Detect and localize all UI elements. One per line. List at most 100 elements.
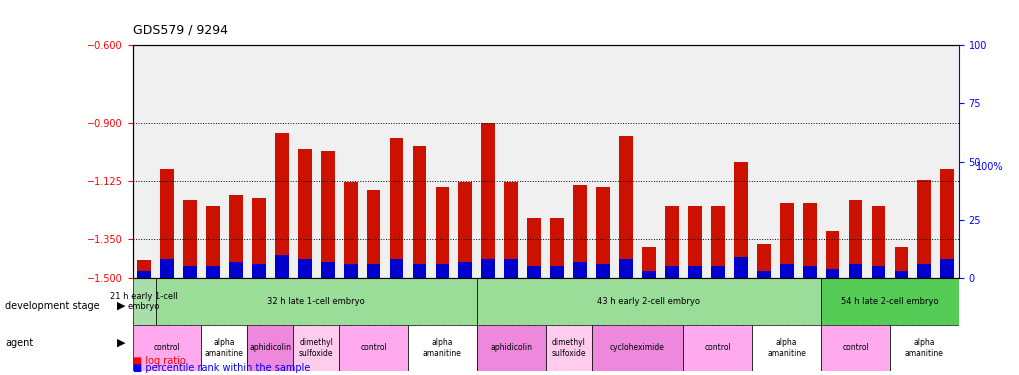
Bar bbox=[320, 262, 334, 278]
Bar bbox=[206, 206, 220, 278]
Bar bbox=[756, 244, 769, 278]
FancyBboxPatch shape bbox=[683, 325, 751, 371]
Bar bbox=[138, 271, 151, 278]
Bar bbox=[228, 262, 243, 278]
Bar bbox=[825, 269, 839, 278]
Text: GDS579 / 9294: GDS579 / 9294 bbox=[132, 24, 227, 37]
Bar bbox=[825, 231, 839, 278]
Bar bbox=[917, 180, 930, 278]
Bar bbox=[228, 195, 243, 278]
Bar bbox=[367, 190, 380, 278]
Text: alpha
amanitine: alpha amanitine bbox=[766, 338, 805, 358]
Text: control: control bbox=[842, 344, 868, 352]
FancyBboxPatch shape bbox=[477, 278, 820, 325]
Bar bbox=[320, 151, 334, 278]
Text: cycloheximide: cycloheximide bbox=[609, 344, 664, 352]
Y-axis label: 100%: 100% bbox=[975, 162, 1003, 171]
Bar bbox=[894, 247, 907, 278]
Bar bbox=[734, 257, 747, 278]
Bar bbox=[870, 266, 884, 278]
Bar bbox=[298, 148, 311, 278]
Text: dimethyl
sulfoxide: dimethyl sulfoxide bbox=[299, 338, 333, 358]
Bar bbox=[252, 198, 265, 278]
Bar bbox=[779, 203, 793, 278]
Bar bbox=[550, 266, 564, 278]
Bar bbox=[848, 264, 861, 278]
Bar bbox=[710, 206, 723, 278]
Bar bbox=[664, 266, 678, 278]
Bar bbox=[481, 260, 495, 278]
Bar bbox=[435, 188, 448, 278]
Bar bbox=[412, 146, 426, 278]
Text: alpha
amanitine: alpha amanitine bbox=[205, 338, 244, 358]
Bar bbox=[206, 266, 220, 278]
FancyBboxPatch shape bbox=[132, 325, 202, 371]
Bar bbox=[642, 271, 655, 278]
Bar bbox=[343, 264, 357, 278]
Bar bbox=[802, 266, 815, 278]
FancyBboxPatch shape bbox=[202, 325, 248, 371]
Bar bbox=[160, 169, 174, 278]
Bar bbox=[642, 247, 655, 278]
FancyBboxPatch shape bbox=[132, 278, 156, 325]
Bar bbox=[138, 260, 151, 278]
Bar bbox=[527, 219, 540, 278]
Text: ▶: ▶ bbox=[117, 338, 125, 348]
Bar bbox=[756, 271, 769, 278]
Bar bbox=[619, 136, 632, 278]
FancyBboxPatch shape bbox=[156, 278, 477, 325]
Bar bbox=[252, 264, 265, 278]
Text: ■ percentile rank within the sample: ■ percentile rank within the sample bbox=[132, 363, 310, 373]
Text: alpha
amanitine: alpha amanitine bbox=[423, 338, 462, 358]
FancyBboxPatch shape bbox=[591, 325, 683, 371]
Text: agent: agent bbox=[5, 338, 34, 348]
Bar bbox=[573, 262, 586, 278]
Bar bbox=[458, 262, 472, 278]
Bar bbox=[183, 200, 197, 278]
Bar bbox=[734, 162, 747, 278]
Bar bbox=[343, 182, 357, 278]
Text: control: control bbox=[154, 344, 180, 352]
Text: development stage: development stage bbox=[5, 301, 100, 310]
Bar bbox=[412, 264, 426, 278]
Bar bbox=[183, 266, 197, 278]
Bar bbox=[389, 138, 403, 278]
Text: ■ log ratio: ■ log ratio bbox=[132, 356, 185, 366]
Bar bbox=[503, 182, 518, 278]
Bar bbox=[298, 260, 311, 278]
Text: ▶: ▶ bbox=[117, 301, 125, 310]
Bar bbox=[389, 260, 403, 278]
Text: dimethyl
sulfoxide: dimethyl sulfoxide bbox=[551, 338, 585, 358]
Text: control: control bbox=[704, 344, 731, 352]
Text: aphidicolin: aphidicolin bbox=[490, 344, 532, 352]
Bar bbox=[550, 219, 564, 278]
Bar bbox=[940, 260, 954, 278]
FancyBboxPatch shape bbox=[889, 325, 958, 371]
Text: alpha
amanitine: alpha amanitine bbox=[904, 338, 943, 358]
Bar bbox=[940, 169, 954, 278]
Bar bbox=[275, 255, 288, 278]
Text: control: control bbox=[360, 344, 386, 352]
Bar bbox=[687, 206, 701, 278]
Bar bbox=[595, 188, 609, 278]
FancyBboxPatch shape bbox=[820, 325, 889, 371]
FancyBboxPatch shape bbox=[477, 325, 545, 371]
Text: aphidicolin: aphidicolin bbox=[249, 344, 291, 352]
Bar bbox=[664, 206, 678, 278]
Bar bbox=[367, 264, 380, 278]
FancyBboxPatch shape bbox=[820, 278, 958, 325]
Text: 32 h late 1-cell embryo: 32 h late 1-cell embryo bbox=[267, 297, 365, 306]
Text: 54 h late 2-cell embryo: 54 h late 2-cell embryo bbox=[841, 297, 937, 306]
Bar bbox=[503, 260, 518, 278]
FancyBboxPatch shape bbox=[293, 325, 338, 371]
Bar bbox=[595, 264, 609, 278]
Bar bbox=[870, 206, 884, 278]
Bar bbox=[710, 266, 723, 278]
Text: 21 h early 1-cell
embryo: 21 h early 1-cell embryo bbox=[110, 292, 178, 311]
FancyBboxPatch shape bbox=[248, 325, 293, 371]
Bar bbox=[481, 123, 495, 278]
FancyBboxPatch shape bbox=[408, 325, 477, 371]
Bar bbox=[848, 200, 861, 278]
Bar bbox=[458, 182, 472, 278]
Bar bbox=[779, 264, 793, 278]
